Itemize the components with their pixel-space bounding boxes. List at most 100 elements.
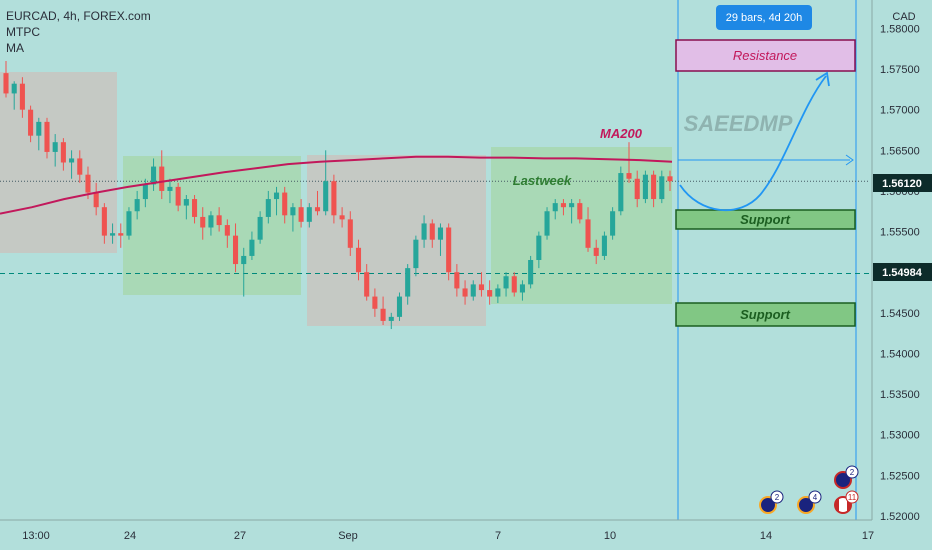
canada-flag-right [847,499,850,511]
candle-body [339,215,345,220]
candle-body [429,223,435,240]
candle-body [405,268,411,297]
candle-body [126,211,132,236]
price-tick-label: 1.57500 [880,64,920,76]
candle-body [446,227,452,273]
range-zone-3 [307,155,486,326]
candle-body [610,211,616,236]
candle-body [421,223,427,240]
resistance-label: Resistance [733,48,797,63]
indicator-mtpc[interactable]: MTPC [6,25,40,39]
canada-flag-left [836,499,839,511]
candle-body [151,166,157,185]
ma200-label: MA200 [600,126,643,141]
time-tick-label: 24 [124,530,136,542]
candle-body [355,247,362,273]
watermark-text: SAEEDMP [684,111,793,136]
candle-body [175,186,181,206]
candle-body [437,227,444,240]
candle-body [306,207,312,222]
candle-body [470,284,476,297]
candle-body [77,158,83,175]
price-tick-label: 1.54500 [880,308,920,320]
current-price-text: 1.56120 [882,178,922,190]
candle-body [601,235,607,256]
candle-body [134,199,140,212]
candle-body [618,173,624,212]
candle-body [667,176,673,182]
support-upper-box[interactable] [675,209,856,230]
count-badge [845,465,859,479]
indicator-ma[interactable]: MA [6,41,24,55]
range-badge-text: 29 bars, 4d 20h [726,12,802,24]
currency-label: CAD [892,11,915,23]
candle-body [69,158,75,163]
resistance-box[interactable] [675,39,856,72]
level-price-text: 1.54984 [882,267,923,279]
candle-body [85,174,91,193]
candle-body [380,308,386,321]
candle-body [28,109,34,136]
price-tick-label: 1.53500 [880,389,920,401]
event-icon-1[interactable]: 2 [759,490,784,514]
candle-body [11,83,17,94]
price-tick-label: 1.53000 [880,430,920,442]
lastweek-label: Lastweek [513,173,572,188]
support-lower-label: Support [740,307,790,322]
candle-body [495,288,501,297]
time-tick-label: 27 [234,530,246,542]
candle-body [478,284,484,291]
candle-body [314,207,321,212]
count-text: 11 [848,493,857,502]
time-tick-label: 17 [862,530,874,542]
candle-body [101,207,107,236]
candle-body [519,284,525,293]
price-tick-label: 1.57000 [880,105,920,117]
candle-body [273,192,280,200]
candle-body [265,199,271,217]
candle-body [462,288,468,297]
candles-group [3,60,673,330]
support-lower-box[interactable] [675,302,856,327]
projection-arrow-head [815,71,830,87]
event-icon-2[interactable]: 4 [797,490,822,514]
candle-body [298,207,304,222]
time-tick-label: 13:00 [22,530,50,542]
event-icon-3[interactable]: 2 [834,465,859,489]
candle-body [577,203,583,220]
chart-legend: EURCAD, 4h, FOREX.com MTPC MA [6,8,151,56]
candle-body [208,215,214,228]
candle-body [60,142,66,163]
candle-body [290,207,296,216]
time-tick-label: 14 [760,530,772,542]
candle-body [52,142,58,152]
candle-body [487,290,493,297]
candle-body [232,235,239,265]
count-text: 2 [775,493,780,502]
candle-body [511,276,517,293]
candle-body [93,192,99,208]
candle-body [659,176,665,200]
candle-body [44,121,50,152]
candle-body [282,192,288,216]
support-upper-label: Support [740,212,790,227]
candle-body [585,219,591,248]
symbol-title[interactable]: EURCAD, 4h, FOREX.com [6,9,151,23]
candle-body [192,199,198,217]
event-icon-4[interactable]: 11 [834,490,859,514]
candle-body [241,255,247,265]
count-text: 4 [813,493,818,502]
candle-body [454,272,460,289]
candle-body [118,233,124,236]
price-tick-label: 1.55500 [880,227,920,239]
candle-body [249,239,255,256]
candle-body [544,211,550,236]
candle-body [142,184,148,200]
ma200-line [0,155,673,215]
range-badge [716,5,812,30]
candle-body [626,173,632,179]
count-badge [808,490,822,504]
price-tick-label: 1.58000 [880,23,920,35]
candle-body [552,203,558,212]
